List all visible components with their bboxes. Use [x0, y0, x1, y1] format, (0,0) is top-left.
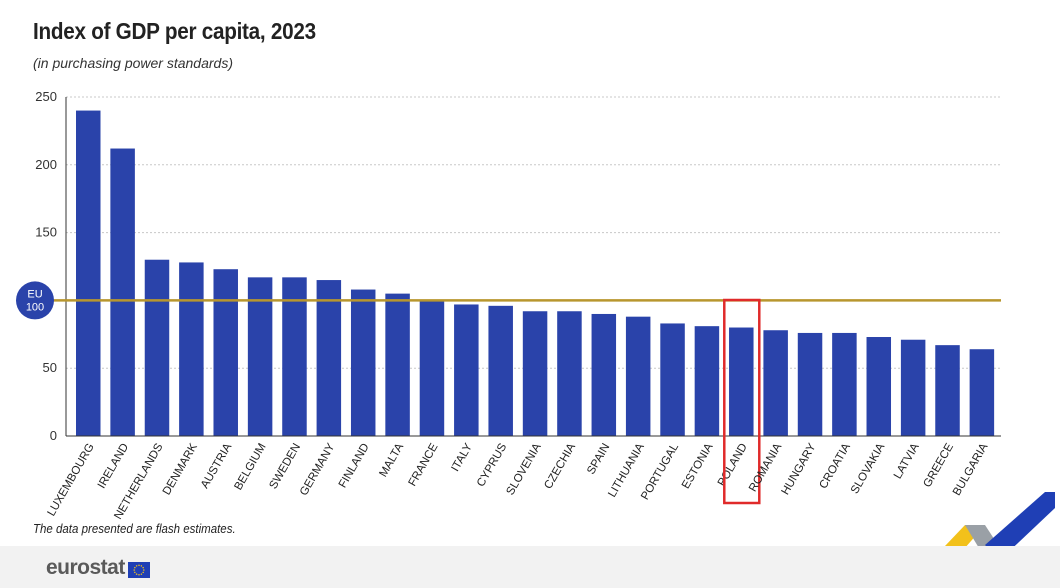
chart-title: Index of GDP per capita, 2023 — [33, 18, 316, 44]
bar-france — [419, 300, 445, 436]
bar-lithuania — [625, 316, 651, 436]
bar-austria — [213, 269, 238, 436]
brand-name: eurostat — [46, 556, 125, 579]
footer-bar — [0, 546, 1060, 588]
bars — [76, 110, 995, 436]
eu-flag-icon — [127, 561, 150, 578]
y-tick-label: 0 — [50, 428, 57, 443]
y-tick-label: 150 — [35, 225, 57, 240]
flag-star — [142, 566, 144, 568]
eu-badge-value: 100 — [26, 301, 44, 313]
flag-star — [142, 571, 144, 573]
y-tick-label: 200 — [35, 157, 57, 172]
bar-finland — [350, 289, 376, 436]
highlight-box — [723, 298, 761, 505]
bar-estonia — [694, 326, 720, 436]
bar-greece — [935, 345, 960, 436]
bar-poland — [729, 327, 754, 436]
bar-hungary — [797, 332, 823, 436]
bar-italy — [454, 304, 479, 436]
y-tick-label: 250 — [35, 89, 57, 104]
chart-subtitle: (in purchasing power standards) — [33, 55, 233, 71]
flag-star — [140, 572, 143, 575]
flag-star — [138, 573, 140, 576]
bar-germany — [316, 280, 342, 436]
bar-malta — [385, 293, 410, 436]
eurostat-logo: eurostat — [46, 556, 150, 580]
bar-latvia — [900, 339, 926, 436]
y-tick-label: 50 — [43, 360, 57, 375]
flag-star — [135, 564, 138, 567]
bar-spain — [591, 313, 617, 436]
bar-ireland — [110, 148, 135, 436]
bar-denmark — [179, 262, 204, 436]
bar-bulgaria — [969, 349, 995, 436]
bar-romania — [763, 330, 788, 436]
flag-star — [138, 563, 140, 566]
eu-badge-label: EU — [27, 288, 42, 300]
flag-star — [133, 571, 136, 573]
bar-portugal — [660, 323, 685, 436]
axes: 0 50 150 200 250 — [35, 89, 1001, 443]
bar-slovakia — [866, 337, 892, 436]
flag-star — [135, 572, 138, 575]
eu-badge — [16, 281, 54, 320]
flag-star — [142, 568, 145, 571]
bar-cyprus — [488, 305, 513, 436]
footnote: The data presented are flash estimates. — [33, 522, 236, 536]
blue-stripe-shape — [985, 492, 1055, 560]
flag-star — [140, 564, 143, 567]
bar-luxembourg — [76, 110, 101, 436]
bar-czechia — [557, 311, 582, 436]
flag-star — [133, 566, 136, 568]
flag-star — [133, 568, 135, 571]
bar-netherlands — [144, 259, 170, 436]
bar-slovenia — [522, 311, 548, 436]
bar-sweden — [282, 277, 307, 436]
bar-belgium — [247, 277, 273, 436]
bar-croatia — [832, 332, 857, 436]
